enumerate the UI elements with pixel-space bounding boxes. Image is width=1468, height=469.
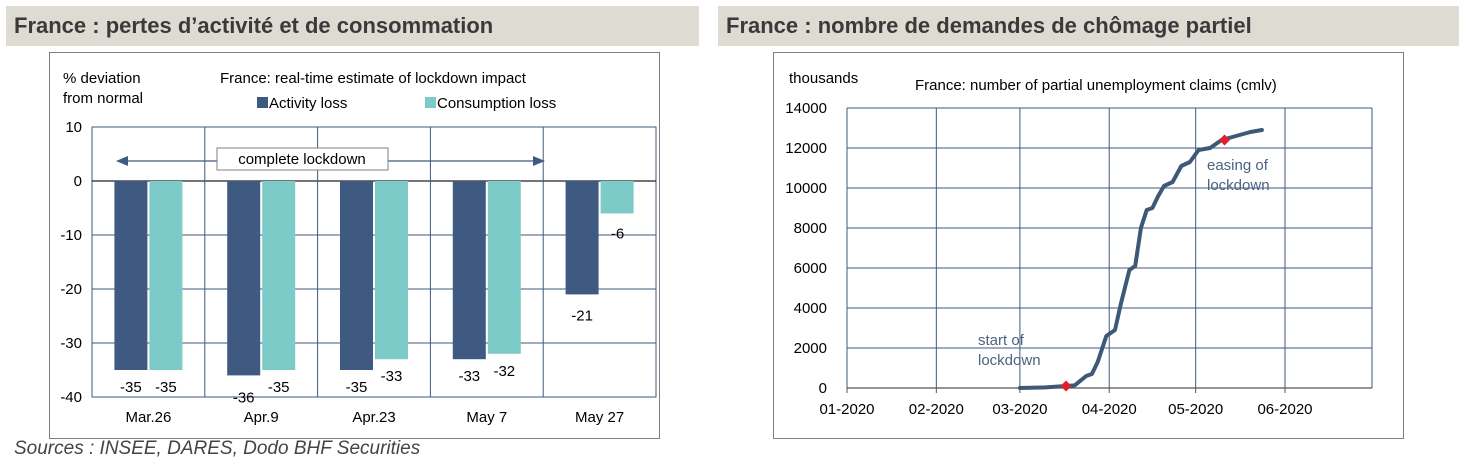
lockdown-arrow-left-head: [116, 156, 128, 166]
claims-line: [1017, 128, 1264, 390]
y-tick-label: 4000: [794, 300, 827, 317]
y-tick-label: -40: [60, 389, 82, 406]
lockdown-label: complete lockdown: [238, 151, 366, 168]
right-panel-title: France : nombre de demandes de chômage p…: [718, 6, 1459, 46]
legend-label-consumption: Consumption loss: [437, 95, 556, 112]
data-label-activity: -35: [346, 379, 368, 396]
bar-chart: % deviation from normal France: real-tim…: [60, 70, 657, 426]
bar-activity-loss: [227, 181, 261, 376]
y-tick-label: -20: [60, 281, 82, 298]
data-label-activity: -36: [233, 389, 255, 406]
bar-consumption-loss: [149, 181, 183, 370]
y-tick-label: 14000: [785, 100, 827, 117]
x-tick-label: May 27: [575, 409, 624, 426]
source-note: Sources : INSEE, DARES, Dodo BHF Securit…: [14, 438, 421, 459]
x-tick-label: May 7: [466, 409, 507, 426]
bar-activity-loss: [565, 181, 599, 295]
right-chart-frame: thousands France: number of partial unem…: [773, 52, 1404, 439]
y-tick-label: 10000: [785, 180, 827, 197]
left-panel-title: France : pertes d’activité et de consomm…: [6, 6, 699, 46]
bar-activity-loss: [114, 181, 148, 370]
y-tick-label: 0: [819, 380, 827, 397]
y-tick-label: 6000: [794, 260, 827, 277]
x-tick-label: Apr.9: [244, 409, 279, 426]
bar-consumption-loss: [487, 181, 521, 354]
x-tick-label: 05-2020: [1168, 401, 1223, 418]
y-axis-label-line2: from normal: [63, 90, 143, 107]
x-tick-label: 02-2020: [909, 401, 964, 418]
bar-consumption-loss: [262, 181, 296, 370]
data-label-consumption: -33: [381, 368, 403, 385]
y-tick-label: 10: [65, 119, 82, 136]
y-tick-label: 2000: [794, 340, 827, 357]
data-label-activity: -33: [458, 368, 480, 385]
line-chart: thousands France: number of partial unem…: [785, 70, 1373, 418]
x-tick-label: 04-2020: [1082, 401, 1137, 418]
x-tick-label: 01-2020: [819, 401, 874, 418]
chart-title: France: real-time estimate of lockdown i…: [220, 70, 527, 87]
data-label-activity: -35: [120, 379, 142, 396]
bar-activity-loss: [452, 181, 486, 360]
lockdown-easing-marker: [1218, 134, 1230, 146]
annotation-start-line2: lockdown: [978, 352, 1041, 369]
lockdown-arrow-right-head: [533, 156, 545, 166]
left-chart-frame: % deviation from normal France: real-tim…: [49, 52, 660, 439]
legend-swatch-consumption: [425, 97, 436, 108]
x-tick-label: 03-2020: [992, 401, 1047, 418]
data-label-consumption: -35: [268, 379, 290, 396]
y-axis-unit-label: thousands: [789, 70, 858, 87]
y-axis-label-line1: % deviation: [63, 70, 141, 87]
lockdown-label-box: [216, 147, 389, 171]
data-label-consumption: -35: [155, 379, 177, 396]
annotation-easing-line1: easing of: [1207, 157, 1269, 174]
annotation-easing-line2: lockdown: [1207, 177, 1270, 194]
data-label-consumption: -6: [611, 225, 624, 242]
bar-activity-loss: [340, 181, 373, 370]
x-tick-label: Apr.23: [352, 409, 395, 426]
y-tick-label: 0: [74, 173, 82, 190]
legend-label-activity: Activity loss: [269, 95, 347, 112]
chart-title: France: number of partial unemployment c…: [915, 77, 1277, 94]
bar-consumption-loss: [600, 181, 634, 214]
data-label-consumption: -32: [493, 363, 515, 380]
y-tick-label: -10: [60, 227, 82, 244]
lockdown-start-marker: [1060, 380, 1072, 392]
y-tick-label: -30: [60, 335, 82, 352]
annotation-start-line1: start of: [978, 332, 1025, 349]
x-tick-label: 06-2020: [1257, 401, 1312, 418]
x-tick-label: Mar.26: [125, 409, 171, 426]
y-tick-label: 12000: [785, 140, 827, 157]
data-label-activity: -21: [571, 307, 593, 324]
y-tick-label: 8000: [794, 220, 827, 237]
plot-area-border: [91, 126, 657, 398]
bar-consumption-loss: [375, 181, 408, 360]
legend-swatch-activity: [257, 97, 268, 108]
